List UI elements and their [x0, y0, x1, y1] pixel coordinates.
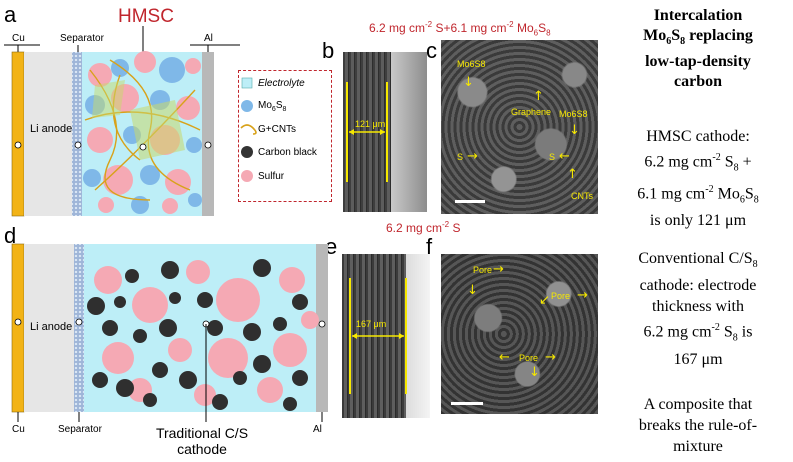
sem-c-arrow-up-2: ↑	[567, 167, 578, 182]
traditional-schematic	[11, 243, 328, 422]
sem-c-s1: S	[457, 152, 464, 162]
sem-surface-f: Pore → ↓ ↙ Pore → ← Pore → ↓	[441, 254, 598, 414]
sem-c-graphene: Graphene	[511, 107, 552, 117]
sem-f-arrow-right-3: →	[545, 350, 556, 365]
bottom-cu-label: Cu	[12, 424, 25, 435]
sem-c-s2: S	[549, 152, 556, 162]
top-loading-caption: 6.2 mg cm-2 S+6.1 mg cm-2 Mo6S8	[369, 20, 551, 38]
traditional-cathode-label: Traditional C/S cathode	[155, 425, 249, 458]
sem-c-arrow-up: ↑	[533, 89, 544, 104]
sem-c-cnts: CNTs	[571, 191, 593, 201]
sem-c-arrow-right-1: →	[467, 149, 478, 164]
panel-label-f: f	[426, 234, 433, 259]
sem-c-mo6s8-2: Mo6S8	[559, 109, 588, 119]
sem-f-arrow-down-2: ↓	[529, 365, 540, 380]
legend-electrolyte: Electrolyte	[258, 78, 305, 89]
sem-f-arrow-right: →	[493, 262, 504, 277]
panel-label-d: d	[4, 223, 17, 248]
bottom-anode-label: Li anode	[30, 321, 73, 333]
closing-statement: A composite that breaks the rule-of- mix…	[638, 396, 758, 455]
conventional-cathode-summary: Conventional C/S8 cathode: electrode thi…	[638, 250, 758, 368]
sem-f-arrow-left-2: ←	[499, 350, 510, 365]
sem-cross-section-e: 167 μm	[342, 254, 430, 418]
sem-f-pore-1: Pore	[473, 265, 493, 275]
legend-carbon-black: Carbon black	[258, 147, 317, 158]
hmsc-title: HMSC	[118, 6, 174, 27]
sem-e-thickness: 167 μm	[356, 319, 387, 329]
legend-mo6s8: Mo6S8	[258, 100, 287, 114]
panel-label-a: a	[4, 2, 17, 27]
bottom-al-label: Al	[313, 424, 322, 435]
sem-c-mo6s8-1: Mo6S8	[457, 59, 486, 69]
sem-b-thickness: 121 μm	[355, 119, 386, 129]
top-al-label: Al	[204, 33, 213, 44]
hmsc-schematic	[4, 26, 240, 217]
sem-cross-section-b: 121 μm	[343, 52, 427, 212]
sem-f-scalebar	[451, 402, 483, 405]
sem-c-scalebar	[455, 200, 485, 203]
sem-f-pore-3: Pore	[519, 353, 539, 363]
bottom-loading-caption: 6.2 mg cm-2 S	[386, 220, 461, 235]
heading-intercalation: Intercalation Mo6S8 replacing low-tap-de…	[643, 7, 753, 91]
bottom-carbon	[87, 259, 308, 411]
hmsc-cathode-summary: HMSC cathode: 6.2 mg cm-2 S8 + 6.1 mg cm…	[637, 128, 759, 230]
top-anode-label: Li anode	[30, 123, 73, 135]
sem-f-pore-2: Pore	[551, 291, 571, 301]
sem-c-arrow-down-2: ↓	[569, 123, 580, 138]
sem-f-arrow-down-1: ↓	[467, 283, 478, 298]
legend-box	[238, 70, 332, 202]
panel-label-c: c	[426, 38, 437, 63]
legend-gcnt: G+CNTs	[258, 124, 297, 135]
sem-f-arrow-right-2: →	[577, 288, 588, 303]
legend-swatches	[240, 77, 257, 182]
panel-label-b: b	[322, 38, 335, 63]
legend-sulfur: Sulfur	[258, 171, 285, 182]
sem-c-arrow-down-1: ↓	[463, 75, 474, 90]
sem-f-arrow-left: ↙	[539, 293, 550, 308]
top-cu-label: Cu	[12, 33, 25, 44]
bottom-separator-label: Separator	[58, 424, 102, 435]
panel-label-e: e	[325, 234, 338, 259]
top-separator-label: Separator	[60, 33, 104, 44]
sem-c-arrow-left: ←	[559, 149, 570, 164]
sem-surface-c: Mo6S8 ↓ Graphene ↑ Mo6S8 ↓ → S ← S ↑ CNT…	[441, 40, 598, 214]
